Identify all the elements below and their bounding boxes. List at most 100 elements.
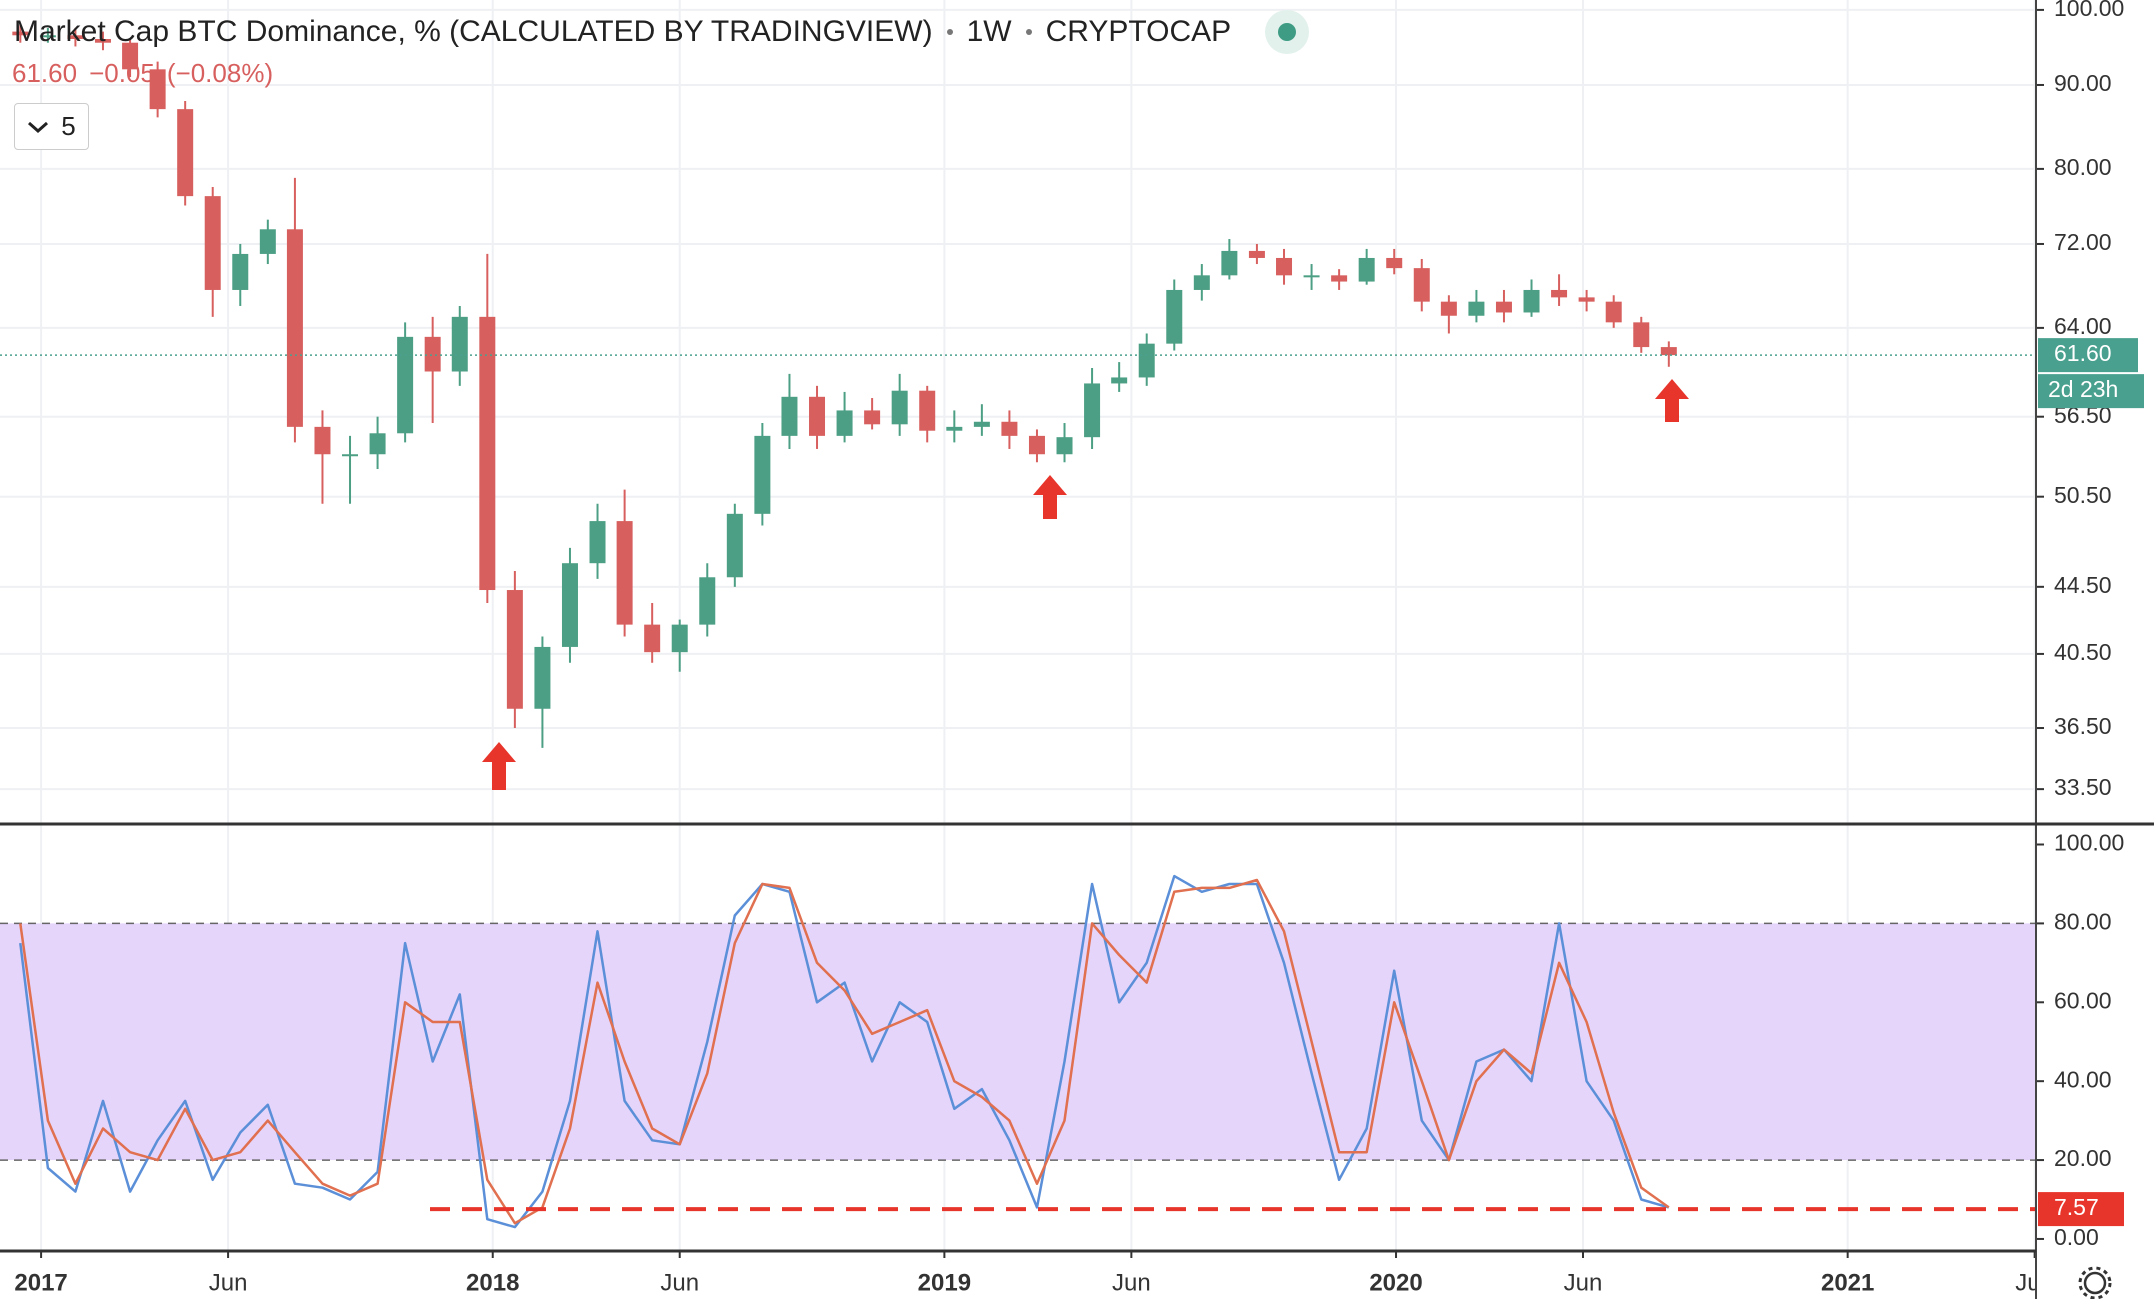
- candle-body: [1495, 301, 1512, 313]
- candle-body: [754, 435, 771, 514]
- status-indicator: [1265, 10, 1310, 54]
- y-tick-label: 100.00: [2054, 830, 2124, 856]
- y-tick-label: 64.00: [2054, 313, 2112, 339]
- candle-body: [1166, 289, 1183, 344]
- y-tick-label: 50.50: [2054, 482, 2112, 508]
- candle-body: [671, 624, 688, 653]
- candle-body: [946, 426, 963, 431]
- candle-body: [1523, 289, 1540, 313]
- y-tick-label: 40.50: [2054, 639, 2112, 665]
- x-tick-label: Jun: [209, 1269, 248, 1296]
- countdown-label: 2d 23h: [2048, 376, 2118, 402]
- settings-icon[interactable]: [2078, 1266, 2112, 1299]
- last-price: 61.60: [12, 58, 78, 88]
- candle-body: [616, 521, 633, 625]
- candle-body: [1331, 275, 1348, 282]
- level-box: [2038, 1192, 2124, 1227]
- candle-body: [67, 35, 84, 39]
- x-tick-label: Jun: [1564, 1269, 1603, 1296]
- candle-body: [1386, 257, 1403, 269]
- candle-body: [1248, 250, 1265, 258]
- candle-body: [1633, 322, 1650, 348]
- y-tick-label: 80.00: [2054, 154, 2112, 180]
- candle-body: [1138, 343, 1155, 378]
- level-label: 7.57: [2054, 1194, 2099, 1220]
- candle-body: [726, 513, 743, 578]
- candle-body: [259, 229, 276, 254]
- separator: [946, 29, 953, 35]
- change-pct: (−0.08%): [166, 58, 274, 88]
- x-tick-label: 2019: [918, 1269, 971, 1296]
- y-tick-label: 72.00: [2054, 229, 2112, 255]
- arrow-annotation: [482, 742, 516, 790]
- candle-body: [1358, 257, 1375, 282]
- candle-body: [1028, 435, 1045, 455]
- candle-body: [451, 316, 468, 372]
- interval[interactable]: 1W: [966, 15, 1012, 48]
- candle-body: [1193, 275, 1210, 290]
- indicator-count: 5: [61, 111, 76, 141]
- legend-header: Market Cap BTC Dominance, % (CALCULATED …: [14, 10, 1310, 54]
- x-tick-label: 2017: [14, 1269, 67, 1296]
- last-price-label: 61.60: [2054, 340, 2112, 366]
- countdown-box: [2038, 374, 2144, 409]
- candle-body: [12, 31, 29, 36]
- candle-body: [973, 421, 990, 427]
- candle-body: [919, 390, 936, 431]
- x-tick-label: Jun: [2015, 1269, 2054, 1296]
- band-fill: [0, 923, 2036, 1161]
- x-tick-label: 2018: [466, 1269, 519, 1296]
- candle-body: [534, 646, 551, 709]
- candle-body: [1413, 268, 1430, 302]
- candle-body: [1578, 297, 1595, 302]
- price-change: 61.60 −0.05 (−0.08%): [12, 58, 273, 89]
- separator: [1025, 29, 1032, 35]
- candle-body: [699, 577, 716, 625]
- candle-body: [1221, 250, 1238, 276]
- candle-body: [149, 69, 166, 110]
- candle-body: [1605, 301, 1622, 323]
- candle-body: [424, 336, 441, 372]
- y-tick-label: 20.00: [2054, 1145, 2112, 1171]
- candle-body: [644, 624, 661, 653]
- candle-body: [286, 229, 303, 427]
- y-tick-label: 36.50: [2054, 713, 2112, 739]
- candle-body: [1440, 301, 1457, 316]
- chevron: [28, 121, 49, 133]
- candle-body: [1001, 421, 1018, 436]
- symbol-title: Market Cap BTC Dominance, % (CALCULATED …: [14, 15, 933, 48]
- y-tick-label: 100.00: [2054, 0, 2124, 21]
- candle-body: [1551, 289, 1568, 298]
- candle-body: [891, 390, 908, 425]
- candle-body: [39, 35, 56, 38]
- candle-body: [1660, 347, 1677, 356]
- candle-body: [1468, 301, 1485, 316]
- y-tick-label: 90.00: [2054, 70, 2112, 96]
- x-tick-label: Jun: [660, 1269, 699, 1296]
- y-tick-label: 44.50: [2054, 572, 2112, 598]
- candle-body: [232, 253, 249, 290]
- indicator-toggle[interactable]: 5: [14, 103, 89, 150]
- candle-body: [781, 396, 798, 436]
- candle-body: [864, 410, 881, 425]
- candle-body: [589, 521, 606, 564]
- candle-body: [1084, 383, 1101, 438]
- last-price-box: [2038, 338, 2138, 373]
- candle-body: [314, 426, 331, 455]
- candle-body: [836, 410, 853, 436]
- x-tick-label: 2020: [1369, 1269, 1422, 1296]
- candle-body: [561, 563, 578, 647]
- candle-body: [122, 42, 139, 70]
- y-tick-label: 0.00: [2054, 1224, 2099, 1250]
- candle-body: [204, 196, 221, 290]
- stoch-line: [19, 874, 1670, 1229]
- exchange: CRYPTOCAP: [1045, 15, 1232, 48]
- candle-body: [1056, 437, 1073, 455]
- y-tick-label: 80.00: [2054, 908, 2112, 934]
- candle-body: [342, 454, 359, 457]
- candle-body: [506, 590, 523, 709]
- y-tick-label: 33.50: [2054, 774, 2112, 800]
- change: −0.05: [89, 58, 155, 88]
